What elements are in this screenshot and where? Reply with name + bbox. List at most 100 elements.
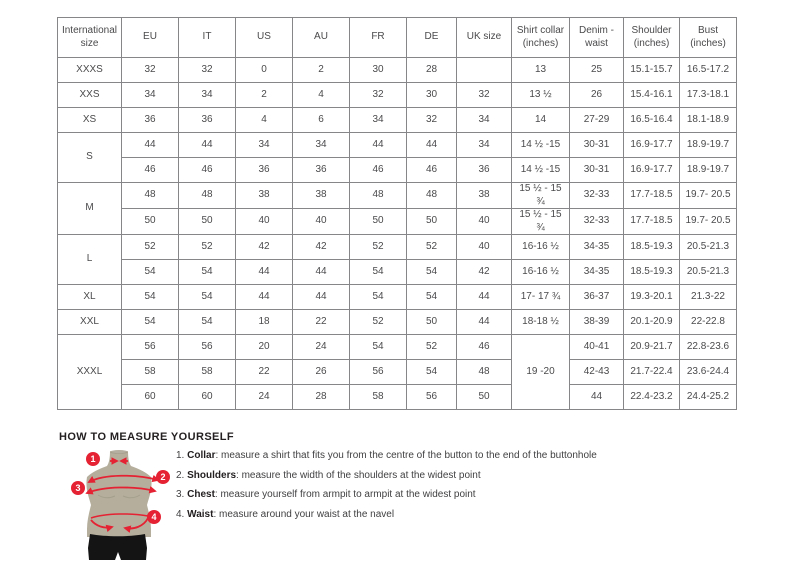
table-cell: 54 (178, 284, 236, 310)
measure-badge-2: 2 (156, 470, 170, 484)
table-cell: S (57, 132, 122, 183)
table-cell: 22 (235, 359, 293, 385)
table-cell: 54 (406, 284, 457, 310)
table-row: XXS 34 34 2 4 32 30 32 13 ½ 26 15.4-16.1 17.3-18.1 (57, 82, 737, 108)
table-cell: 54 (121, 284, 179, 310)
svg-text:3: 3 (75, 483, 80, 493)
table-cell: 34 (292, 132, 350, 158)
measure-item: 3. Chest: measure yourself from armpit t… (176, 489, 656, 501)
table-cell: 36-37 (569, 284, 624, 310)
table-row: S 44 44 34 34 44 44 34 14 ½ -15 30-31 16.9-17.7 18.… (57, 132, 737, 183)
table-cell: 44 (569, 384, 624, 410)
table-cell: 15.1-15.7 (623, 57, 680, 83)
table-cell: 34-35 (569, 259, 624, 285)
table-cell: 60 (178, 384, 236, 410)
table-cell: 40-41 (569, 334, 624, 360)
table-row: M 48 48 38 38 48 48 38 15 ½ - 15 ¾ 32-33 17.7-18.5… (57, 182, 737, 235)
table-cell: 32-33 (569, 182, 624, 209)
table-cell: 18.1-18.9 (679, 107, 737, 133)
table-cell: 22.4-23.2 (623, 384, 680, 410)
table-cell: 52 (121, 234, 179, 260)
table-cell: 23.6-24.4 (679, 359, 737, 385)
measure-item-label: Waist (187, 508, 214, 520)
table-row: XL 54 54 44 44 54 54 44 17- 17 ¾ 36-37 19.3-20.1 21… (57, 284, 737, 310)
table-cell: 48 (406, 182, 457, 209)
table-cell: 32 (349, 82, 407, 108)
table-cell: XXL (57, 309, 122, 335)
table-cell: 15 ½ - 15 ¾ (511, 182, 570, 209)
table-cell: 18-18 ½ (511, 309, 570, 335)
measure-item-desc: : measure yourself from armpit to armpit… (214, 489, 476, 500)
table-cell: 54 (121, 309, 179, 335)
measure-item-label: Collar (187, 450, 216, 461)
table-cell: XL (57, 284, 122, 310)
table-cell: 18 (235, 309, 293, 335)
table-cell: XS (57, 107, 122, 133)
table-cell: 54 (178, 309, 236, 335)
table-cell: 28 (406, 57, 457, 83)
table-cell: 20.5-21.3 (679, 259, 737, 285)
table-cell (456, 57, 512, 83)
table-cell: 14 (511, 107, 570, 133)
table-cell: 54 (406, 359, 457, 385)
table-cell: 34 (178, 82, 236, 108)
table-row: L 52 52 42 42 52 52 40 16-16 ½ 34-35 18.5-19.3 20.5… (57, 234, 737, 285)
table-cell: 30-31 (569, 132, 624, 158)
table-row: 58 58 22 26 56 54 48 42-43 21.7-22.4 23.6-24.4 (58, 359, 737, 385)
table-cell: 50 (121, 208, 179, 235)
measure-item-number: 3. (176, 489, 188, 500)
table-cell: XXXS (57, 57, 122, 83)
table-cell: M (57, 182, 122, 235)
measure-item-number: 2. (176, 469, 188, 481)
table-cell: 50 (349, 208, 407, 235)
table-cell: 27-29 (569, 107, 624, 133)
table-cell: 22 (292, 309, 350, 335)
svg-text:1: 1 (90, 454, 95, 464)
table-cell: 36 (292, 157, 350, 183)
table-cell: 32 (456, 82, 512, 108)
table-cell: 17.7-18.5 (623, 208, 680, 235)
table-cell: 32 (121, 57, 179, 83)
table-cell: 34-35 (569, 234, 624, 260)
table-cell: 50 (406, 309, 457, 335)
measure-item: 2. Shoulders: measure the width of the s… (176, 470, 656, 482)
table-cell: 54 (121, 259, 179, 285)
measure-arrows (85, 457, 160, 533)
size-chart-table: International size EU IT US AU FR DE UK size Shi… (57, 17, 737, 410)
table-cell: 50 (406, 208, 457, 235)
table-cell: 38 (456, 182, 512, 209)
table-cell: 6 (292, 107, 350, 133)
table-cell: 52 (178, 234, 236, 260)
table-cell: 0 (235, 57, 293, 83)
table-cell: 46 (121, 157, 179, 183)
measure-item-number: 4. (176, 508, 188, 520)
table-row: XS 36 36 4 6 34 32 34 14 27-29 16.5-16.4 18.1-18.9 (57, 107, 737, 133)
table-cell: 54 (406, 259, 457, 285)
table-cell: 36 (456, 157, 512, 183)
table-cell: 52 (349, 234, 407, 260)
table-cell: 52 (406, 334, 457, 360)
table-cell: 44 (178, 132, 236, 158)
mannequin-diagram: 1 2 3 4 (71, 450, 170, 560)
table-cell: 18.5-19.3 (623, 259, 680, 285)
table-cell: 2 (292, 57, 350, 83)
measure-badge-1: 1 (86, 452, 100, 466)
table-row: 60 60 24 28 58 56 50 44 22.4-23.2 24.4-25.2 (58, 384, 737, 410)
table-cell: L (57, 234, 122, 285)
measure-item-label: Shoulders (187, 469, 237, 481)
table-cell: 16-16 ½ (511, 234, 570, 260)
table-cell: 48 (456, 359, 512, 385)
measure-item-desc: : measure around your waist at the navel (213, 508, 395, 520)
table-cell: 22-22.8 (679, 309, 737, 335)
table-cell: 20.1-20.9 (623, 309, 680, 335)
table-cell: 44 (292, 259, 350, 285)
table-cell: 44 (349, 132, 407, 158)
table-cell: 30-31 (569, 157, 624, 183)
table-cell: 14 ½ -15 (511, 157, 570, 183)
table-cell: 58 (178, 359, 236, 385)
table-cell: 21.7-22.4 (623, 359, 680, 385)
table-cell: 40 (456, 208, 512, 235)
shorts-shape (88, 534, 147, 560)
table-cell: 44 (292, 284, 350, 310)
